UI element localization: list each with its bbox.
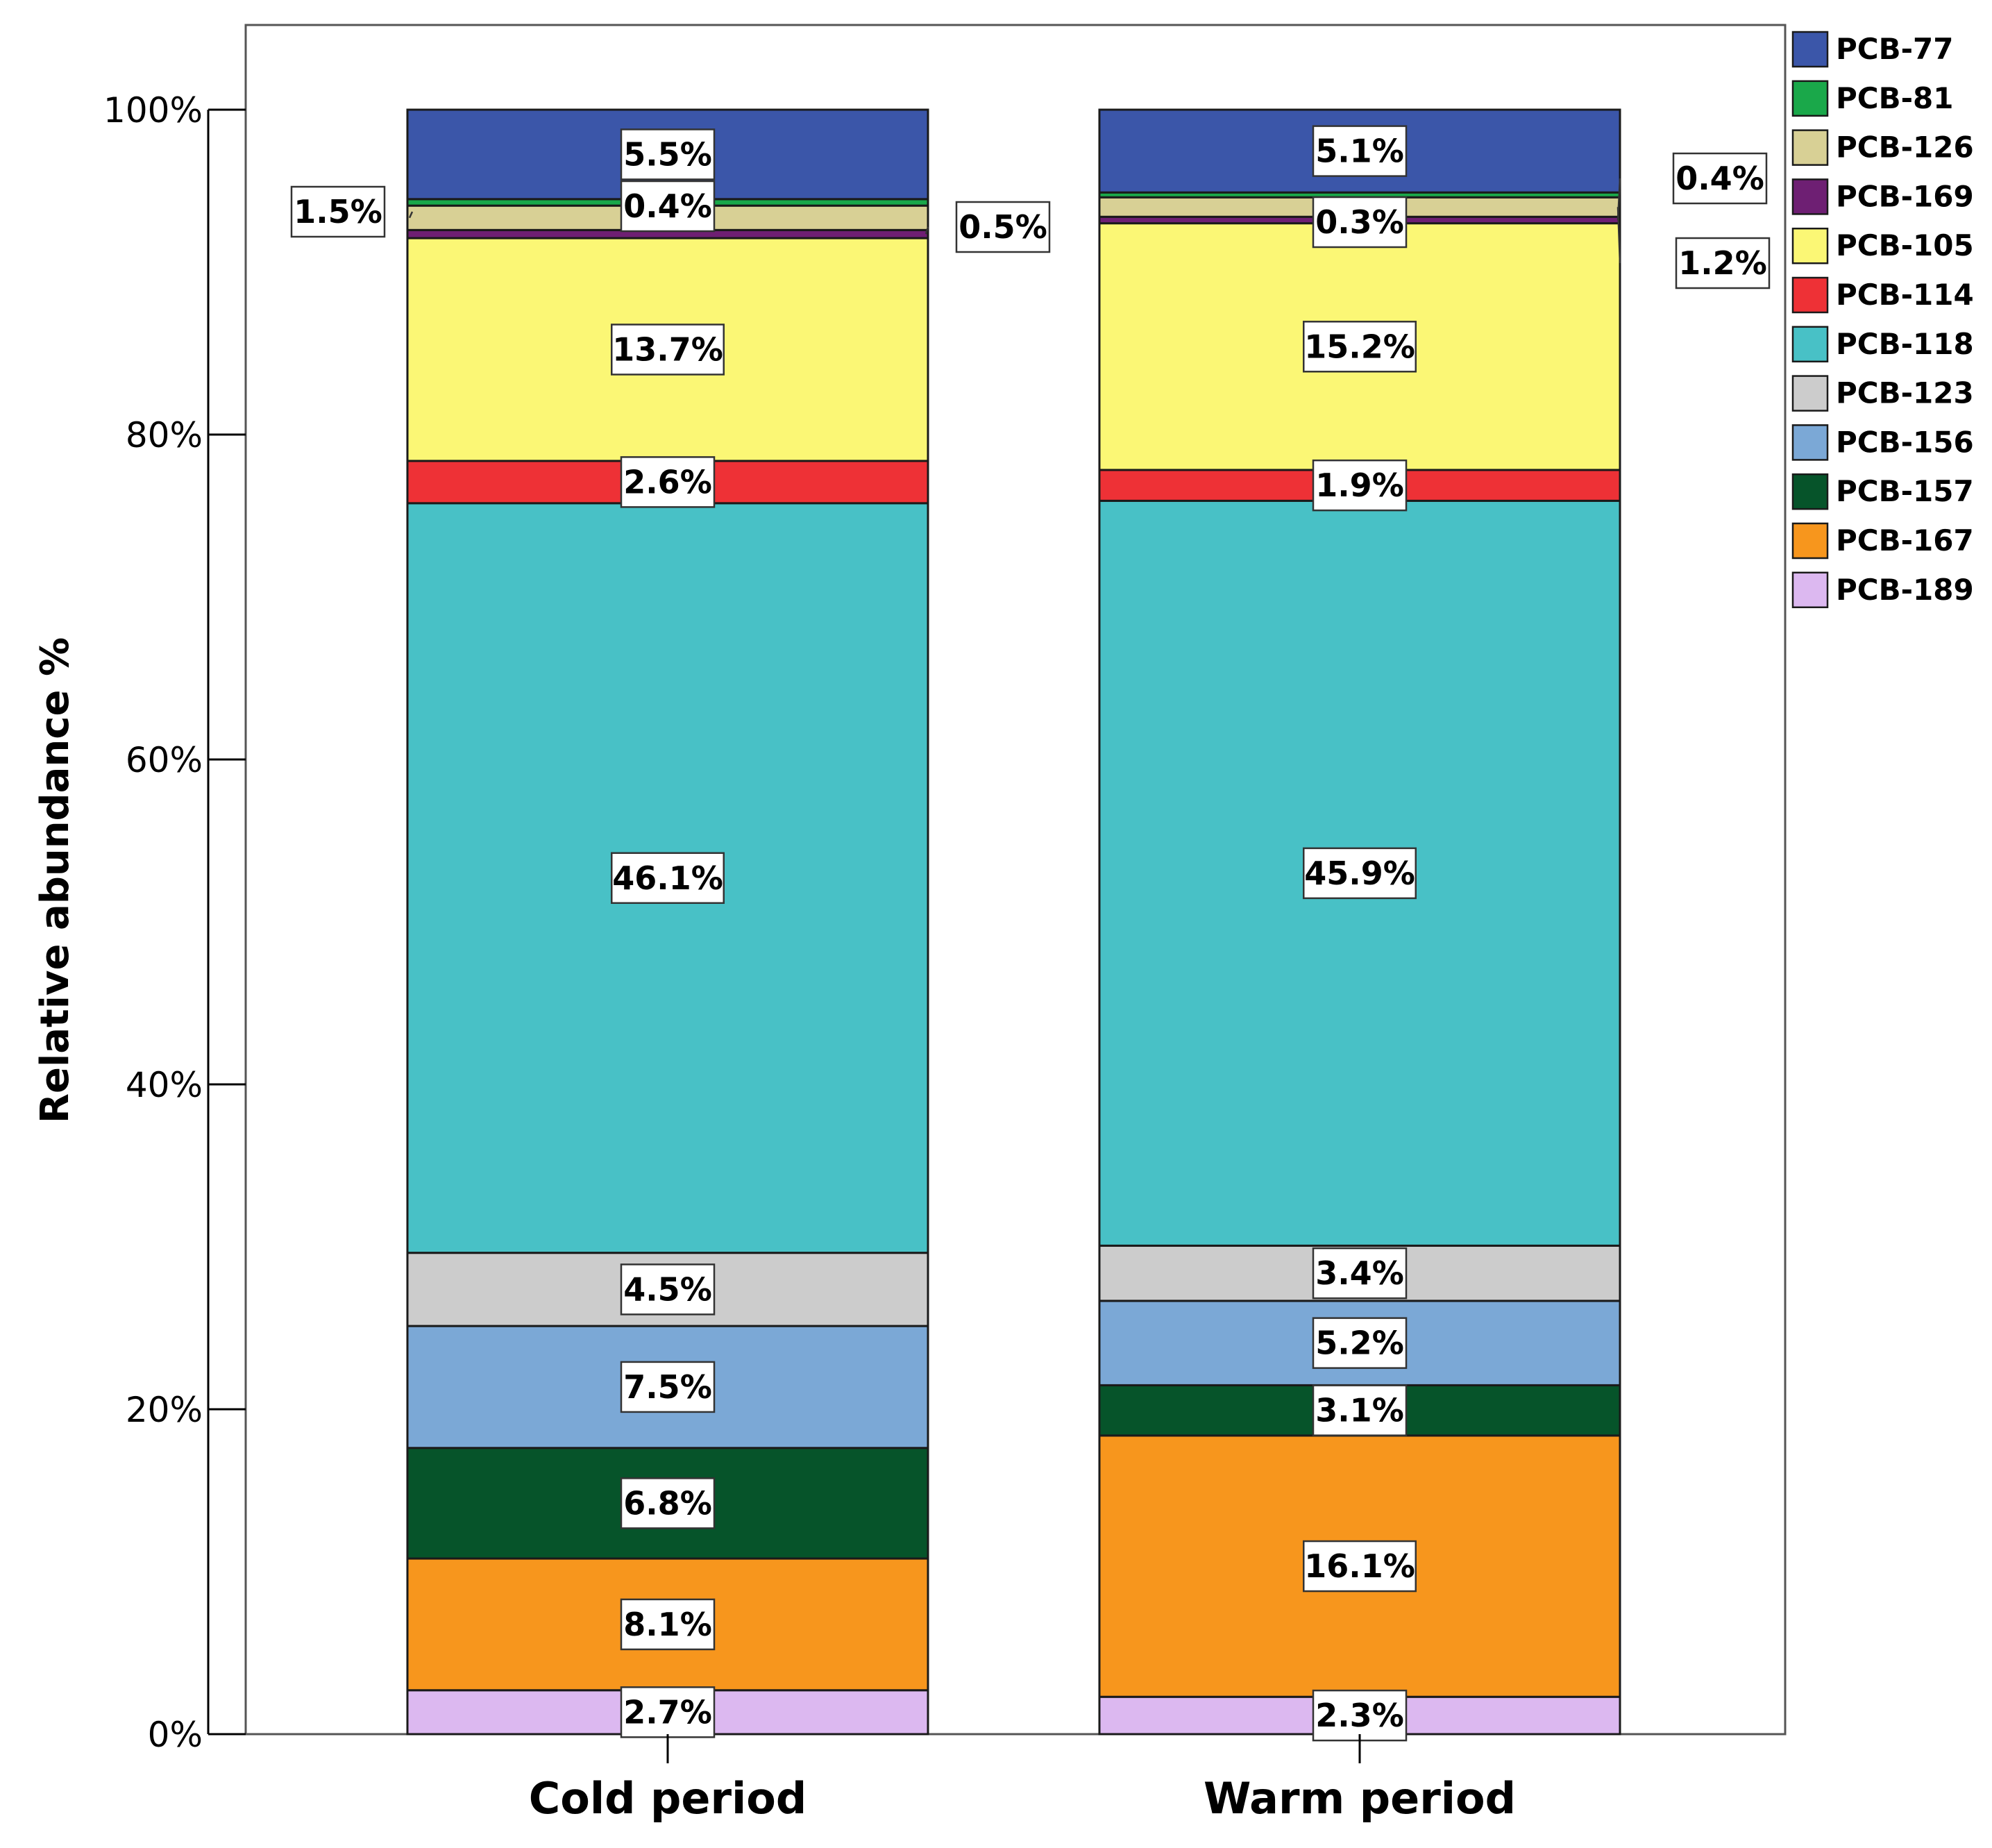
data-label-cold-period-pcb-126-box	[290, 185, 386, 238]
x-tick-label-cold-period: Cold period	[529, 1773, 807, 1824]
data-label-warm-period-pcb-118: 45.9%	[1304, 855, 1415, 892]
data-label-warm-period-pcb-167: 16.1%	[1304, 1547, 1415, 1585]
data-label-warm-period-pcb-118-box	[1303, 847, 1417, 900]
legend-label-pcb-189: PCB-189	[1836, 573, 1974, 607]
data-label-warm-period-pcb-77: 5.1%	[1315, 133, 1404, 170]
legend-swatch-pcb-157	[1791, 473, 1829, 510]
legend-swatch-pcb-105	[1791, 227, 1829, 264]
data-label-cold-period-pcb-169: 0.5%	[959, 208, 1047, 246]
legend-item-pcb-77: PCB-77	[1791, 31, 1954, 68]
legend-label-pcb-167: PCB-167	[1836, 523, 1974, 557]
data-label-warm-period-pcb-156-box	[1312, 1317, 1408, 1369]
legend-swatch-pcb-118	[1791, 326, 1829, 363]
data-label-warm-period-pcb-157-box	[1312, 1384, 1408, 1436]
legend-label-pcb-169: PCB-169	[1836, 179, 1974, 213]
y-axis-title: Relative abundance %	[33, 637, 78, 1123]
legend-swatch-pcb-123	[1791, 375, 1829, 412]
data-label-cold-period-pcb-77-box	[620, 128, 716, 180]
data-label-cold-period-pcb-114: 2.6%	[623, 463, 712, 501]
data-label-cold-period-pcb-157-box	[620, 1477, 716, 1529]
data-label-warm-period-pcb-169: 0.4%	[1676, 160, 1764, 197]
legend-label-pcb-157: PCB-157	[1836, 474, 1974, 508]
data-label-cold-period-pcb-189: 2.7%	[623, 1693, 712, 1731]
data-label-cold-period-pcb-77: 5.5%	[623, 135, 712, 173]
y-tick-label: 80%	[126, 415, 203, 455]
data-label-warm-period-pcb-126-box	[1675, 237, 1771, 289]
data-label-cold-period-pcb-114-box	[620, 456, 716, 508]
legend-item-pcb-169: PCB-169	[1791, 178, 1974, 215]
data-label-cold-period-pcb-169-box	[955, 201, 1051, 253]
data-label-cold-period-pcb-81-box	[620, 180, 716, 233]
legend-label-pcb-77: PCB-77	[1836, 32, 1954, 66]
data-label-warm-period-pcb-123-box	[1312, 1247, 1408, 1300]
legend-label-pcb-123: PCB-123	[1836, 376, 1974, 410]
data-label-cold-period-pcb-189-box	[620, 1686, 716, 1738]
y-tick-label: 60%	[126, 740, 203, 780]
data-label-cold-period-pcb-156-box	[620, 1361, 716, 1413]
data-label-warm-period-pcb-81: 0.3%	[1315, 203, 1404, 241]
label-leader-line	[1617, 207, 1621, 264]
y-tick-label: 100%	[103, 90, 203, 131]
label-leader-line	[925, 226, 929, 235]
legend-swatch-pcb-156	[1791, 424, 1829, 461]
data-label-cold-period-pcb-118: 46.1%	[612, 859, 723, 897]
legend-swatch-pcb-114	[1791, 276, 1829, 314]
data-label-warm-period-pcb-123: 3.4%	[1315, 1254, 1404, 1292]
legend-swatch-pcb-169	[1791, 178, 1829, 215]
data-label-cold-period-pcb-123-box	[620, 1263, 716, 1316]
legend-item-pcb-81: PCB-81	[1791, 80, 1954, 117]
data-label-warm-period-pcb-105-box	[1303, 321, 1417, 373]
legend-label-pcb-81: PCB-81	[1836, 81, 1954, 115]
label-leader-line	[408, 211, 414, 219]
data-label-warm-period-pcb-114-box	[1312, 459, 1408, 512]
legend-item-pcb-123: PCB-123	[1791, 375, 1974, 412]
data-label-warm-period-pcb-114: 1.9%	[1315, 467, 1404, 504]
data-label-warm-period-pcb-169-box	[1672, 152, 1768, 205]
data-label-cold-period-pcb-156: 7.5%	[623, 1368, 712, 1406]
legend-swatch-pcb-77	[1791, 31, 1829, 68]
legend-swatch-pcb-167	[1791, 522, 1829, 560]
legend-label-pcb-156: PCB-156	[1836, 425, 1974, 459]
y-tick-label: 0%	[148, 1715, 203, 1755]
data-label-warm-period-pcb-167-box	[1303, 1540, 1417, 1593]
data-label-cold-period-pcb-167: 8.1%	[623, 1606, 712, 1643]
data-label-warm-period-pcb-189-box	[1312, 1689, 1408, 1742]
legend-item-pcb-167: PCB-167	[1791, 522, 1974, 560]
data-label-cold-period-pcb-118-box	[611, 852, 725, 905]
data-label-cold-period-pcb-157: 6.8%	[623, 1484, 712, 1522]
data-label-warm-period-pcb-126: 1.2%	[1678, 244, 1767, 282]
data-label-warm-period-pcb-77-box	[1312, 125, 1408, 177]
data-label-warm-period-pcb-105: 15.2%	[1304, 328, 1415, 365]
legend-swatch-pcb-189	[1791, 571, 1829, 609]
x-tick-label-warm-period: Warm period	[1204, 1773, 1516, 1824]
legend-label-pcb-105: PCB-105	[1836, 228, 1974, 262]
data-label-cold-period-pcb-81: 0.4%	[623, 187, 712, 225]
data-label-cold-period-pcb-105-box	[611, 324, 725, 376]
legend-swatch-pcb-81	[1791, 80, 1829, 117]
legend-item-pcb-114: PCB-114	[1791, 276, 1974, 314]
data-label-warm-period-pcb-189: 2.3%	[1315, 1697, 1404, 1734]
legend-item-pcb-189: PCB-189	[1791, 571, 1974, 609]
legend-label-pcb-114: PCB-114	[1836, 278, 1974, 312]
y-tick-label: 40%	[126, 1065, 203, 1105]
data-label-warm-period-pcb-81-box	[1312, 196, 1408, 249]
data-label-cold-period-pcb-123: 4.5%	[623, 1270, 712, 1308]
legend-item-pcb-105: PCB-105	[1791, 227, 1974, 264]
data-label-cold-period-pcb-167-box	[620, 1598, 716, 1651]
data-label-cold-period-pcb-126: 1.5%	[294, 193, 382, 230]
legend-label-pcb-126: PCB-126	[1836, 131, 1974, 165]
data-label-warm-period-pcb-157: 3.1%	[1315, 1392, 1404, 1429]
legend-label-pcb-118: PCB-118	[1836, 327, 1974, 361]
legend-item-pcb-126: PCB-126	[1791, 129, 1974, 166]
data-label-cold-period-pcb-105: 13.7%	[612, 330, 723, 368]
legend-item-pcb-156: PCB-156	[1791, 424, 1974, 461]
legend-swatch-pcb-126	[1791, 129, 1829, 166]
y-tick-label: 20%	[126, 1390, 203, 1430]
legend-item-pcb-157: PCB-157	[1791, 473, 1974, 510]
data-label-warm-period-pcb-156: 5.2%	[1315, 1325, 1404, 1362]
legend-item-pcb-118: PCB-118	[1791, 326, 1974, 363]
